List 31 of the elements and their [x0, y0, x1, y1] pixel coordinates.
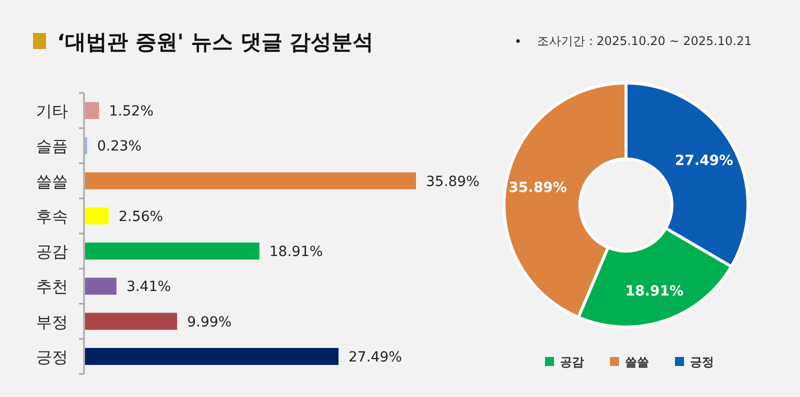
data-label: 27.49% [348, 349, 402, 366]
y-tick-label: 후속 [36, 206, 68, 226]
legend-label: 공감 [560, 355, 584, 369]
data-label: 3.41% [126, 279, 171, 296]
bar [85, 242, 260, 260]
y-tick-label: 슬픔 [36, 136, 68, 156]
legend-label: 긍정 [690, 355, 714, 369]
data-label: 35.89% [426, 174, 480, 190]
y-tick-label: 쓸쓸 [36, 172, 68, 191]
data-label: 1.52% [109, 104, 154, 120]
bar [85, 172, 416, 190]
bar [85, 348, 339, 365]
data-label: 27.49% [674, 153, 734, 170]
data-label: 18.91% [269, 244, 323, 260]
data-label: 18.91% [625, 283, 684, 300]
y-tick-label: 부정 [36, 312, 68, 332]
data-label: 35.89% [508, 180, 567, 196]
y-tick-label: 긍정 [36, 347, 68, 366]
bar [85, 207, 109, 224]
legend-label: 쓸쓸 [625, 355, 649, 369]
chart-subtitle: 조사기간 : 2025.10.20 ~ 2025.10.21 [537, 34, 752, 48]
data-label: 9.99% [187, 314, 232, 330]
data-label: 0.23% [97, 138, 142, 155]
bar [85, 102, 100, 120]
data-label: 2.56% [118, 208, 164, 225]
y-tick-label: 기타 [36, 102, 68, 121]
bar [85, 278, 116, 295]
y-tick-label: 추천 [36, 277, 68, 296]
y-tick-label: 공감 [36, 242, 68, 262]
chart-title: ‘대법관 증원' 뉴스 댓글 감성분석 [57, 30, 374, 54]
bar [85, 312, 178, 330]
